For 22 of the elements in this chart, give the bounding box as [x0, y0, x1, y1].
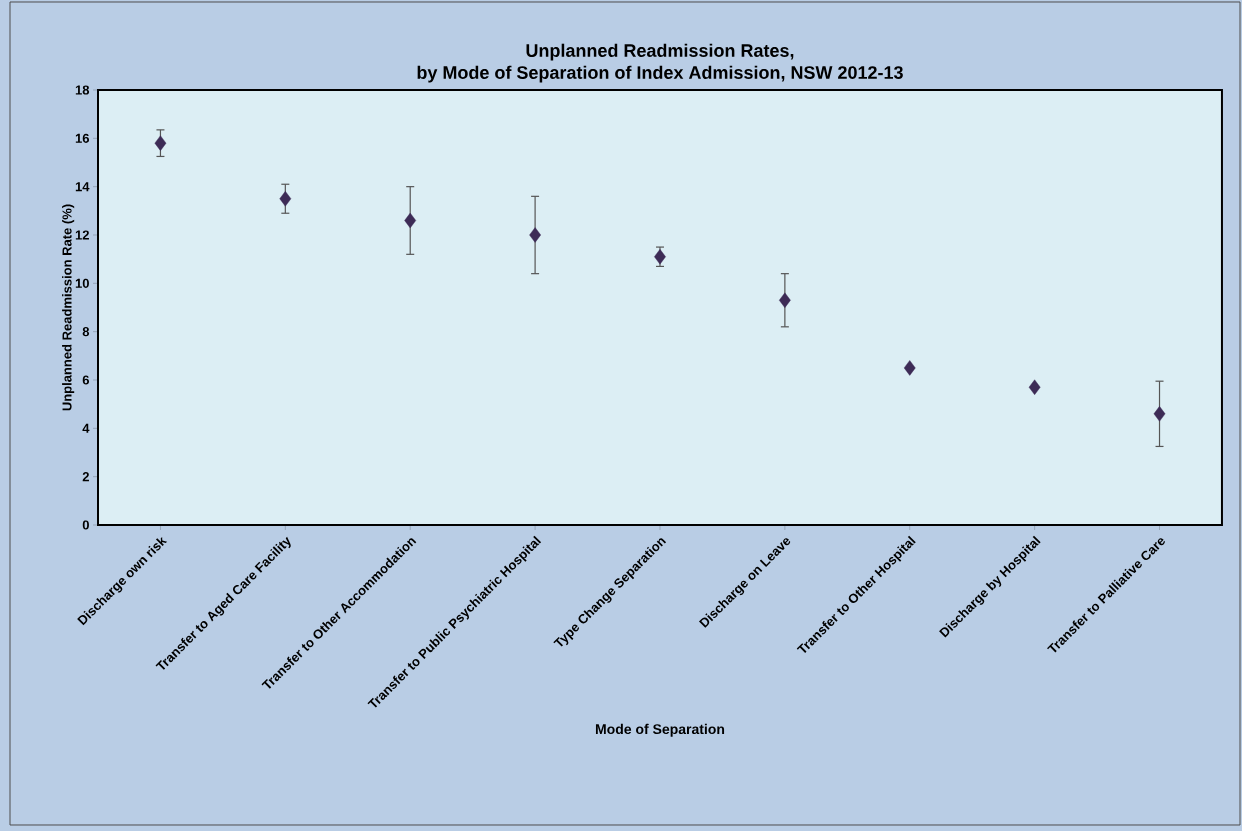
point	[529, 227, 541, 243]
y-tick-label: 2	[82, 472, 89, 482]
chart-subtitle: by Mode of Separation of Index Admission, NSW 2012-13	[417, 65, 903, 83]
y-axis-title: Unplanned Readmission Rate (%)	[62, 204, 75, 411]
point	[1153, 406, 1166, 422]
x-axis-title: Mode of Separation	[595, 723, 725, 737]
chart-title: Unplanned Readmission Rates,	[526, 43, 794, 61]
y-tick-label: 4	[82, 423, 90, 433]
y-tick-label: 8	[82, 327, 90, 337]
point	[779, 292, 791, 308]
point	[1028, 379, 1041, 395]
y-tick-label: 12	[75, 230, 89, 240]
y-tick-label: 18	[75, 85, 90, 95]
point	[154, 135, 167, 151]
point	[404, 212, 417, 229]
y-tick-label: 14	[75, 182, 90, 192]
point	[279, 191, 292, 207]
y-tick-label: 10	[75, 278, 89, 288]
point	[903, 360, 916, 376]
y-tick-label: 0	[82, 520, 89, 530]
y-tick-label: 6	[82, 375, 90, 385]
y-tick-label: 16	[75, 133, 90, 143]
